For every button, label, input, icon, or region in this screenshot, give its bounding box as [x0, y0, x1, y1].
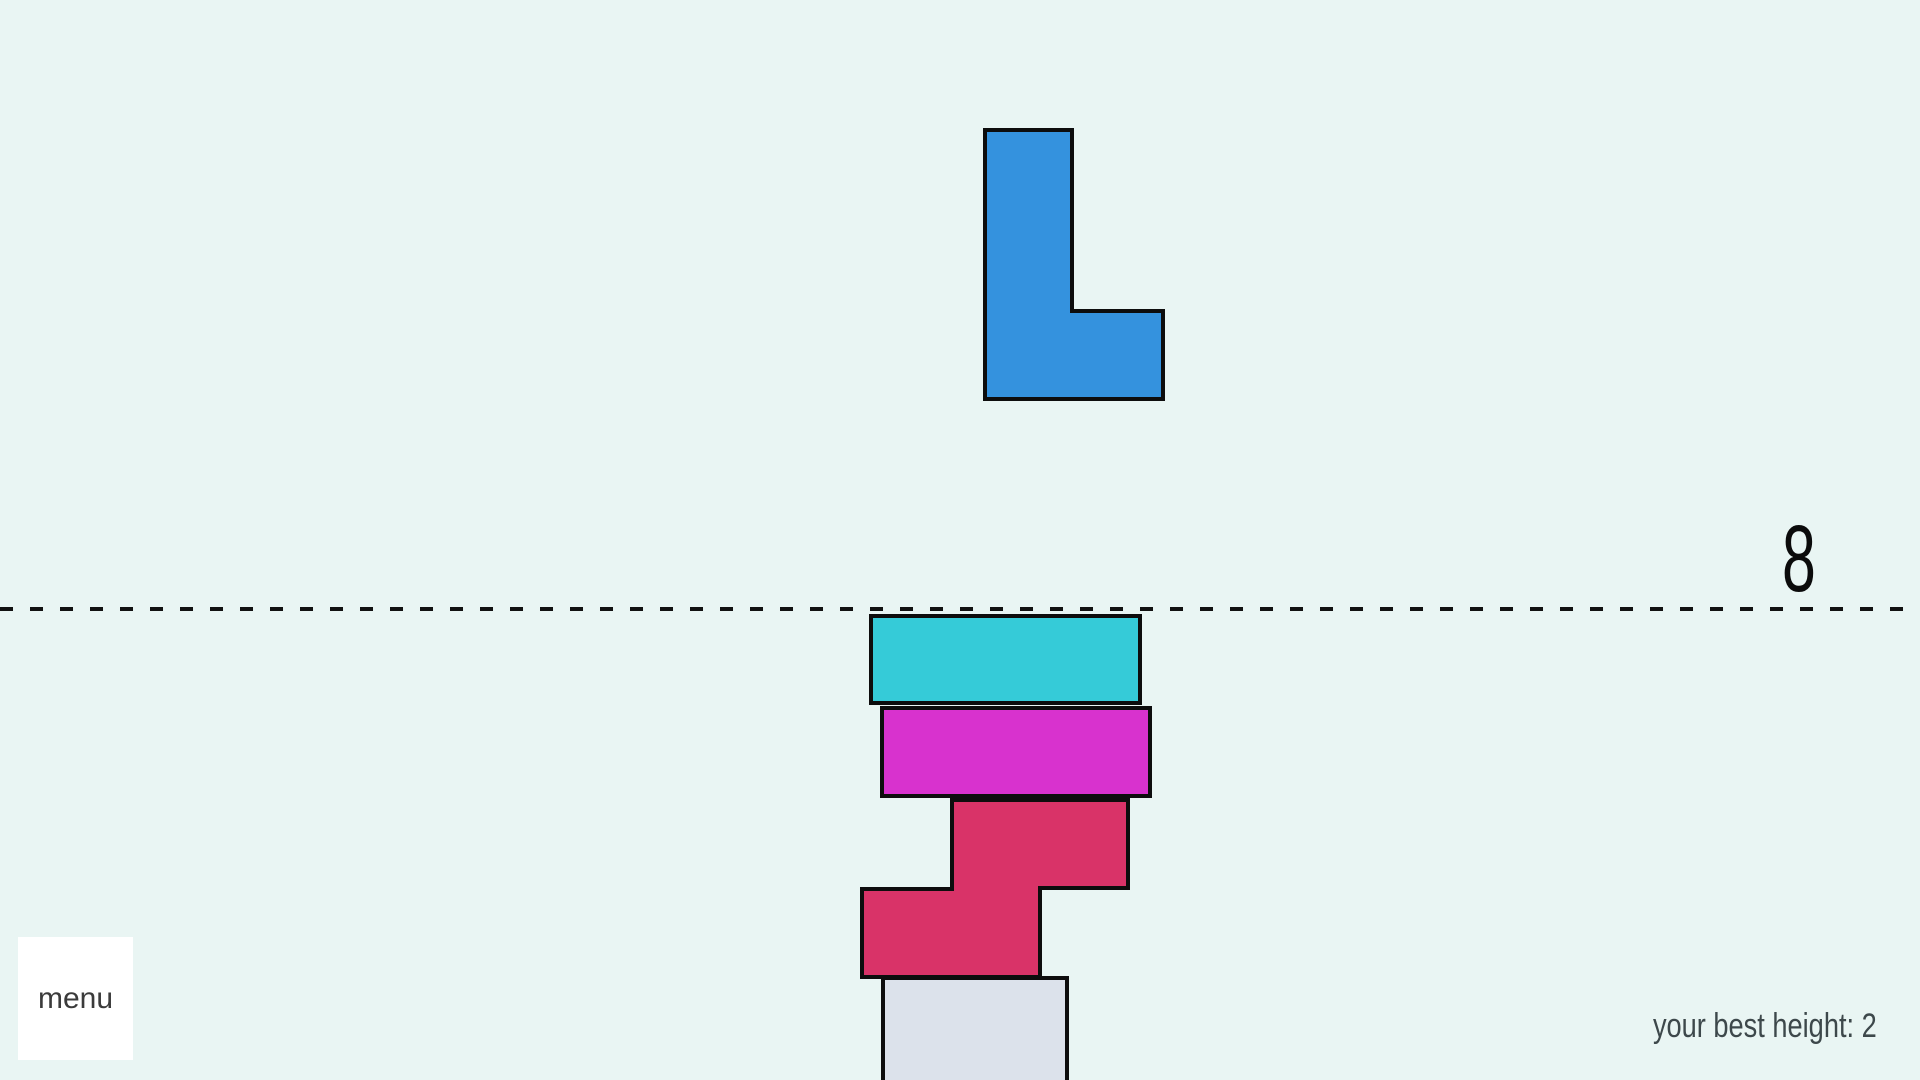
menu-button[interactable]: menu [18, 937, 133, 1060]
pieces-layer [860, 128, 1165, 1080]
stacked-cyan-bar [869, 614, 1142, 705]
stacked-magenta-bar [880, 706, 1152, 798]
menu-button-label: menu [37, 981, 114, 1015]
stacked-crimson-s-piece [860, 798, 1130, 979]
stacked-gray-bar [881, 976, 1069, 1080]
falling-l-piece[interactable] [983, 128, 1165, 401]
best-height-text: your best height: 2 [1653, 1007, 1877, 1045]
height-marker-value: 8 [1782, 506, 1816, 612]
